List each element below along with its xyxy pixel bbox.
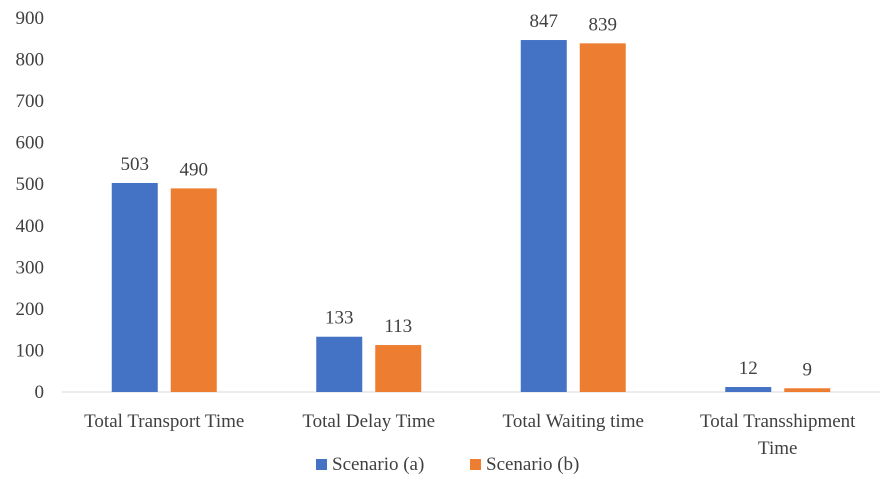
y-tick-label: 0 bbox=[35, 382, 45, 403]
data-label: 133 bbox=[325, 308, 354, 329]
x-tick-label: Total Transshipment bbox=[700, 411, 856, 432]
bar-scenario-a bbox=[111, 182, 158, 392]
legend: Scenario (a) Scenario (b) bbox=[316, 454, 579, 475]
bar-scenario-a bbox=[520, 40, 567, 392]
bar-scenario-a bbox=[725, 387, 772, 392]
y-tick-label: 200 bbox=[16, 299, 45, 320]
x-tick-label: Total Delay Time bbox=[302, 411, 435, 432]
data-label: 113 bbox=[384, 316, 412, 337]
y-tick-label: 800 bbox=[16, 50, 45, 71]
y-axis: 0 100 200 300 400 500 600 700 800 900 bbox=[16, 8, 45, 403]
bar-scenario-b bbox=[579, 43, 626, 393]
x-tick-label: Total Waiting time bbox=[503, 411, 644, 432]
y-tick-label: 700 bbox=[16, 91, 45, 112]
bar-scenario-b bbox=[170, 188, 217, 392]
bar-scenario-b bbox=[375, 345, 422, 392]
bar-scenario-a bbox=[316, 336, 363, 392]
legend-label: Scenario (b) bbox=[486, 454, 579, 475]
bar-scenario-b bbox=[784, 388, 831, 392]
data-label: 490 bbox=[180, 159, 209, 180]
y-tick-label: 900 bbox=[16, 8, 45, 29]
data-label: 12 bbox=[739, 358, 758, 379]
data-label: 839 bbox=[589, 14, 618, 35]
data-labels: 503 490 133 113 847 839 12 9 bbox=[121, 11, 813, 380]
y-tick-label: 600 bbox=[16, 133, 45, 154]
y-tick-label: 300 bbox=[16, 257, 45, 278]
y-tick-label: 100 bbox=[16, 340, 45, 361]
legend-swatch bbox=[470, 459, 481, 470]
x-axis: Total Transport Time Total Delay Time Tota… bbox=[84, 411, 856, 459]
y-tick-label: 500 bbox=[16, 174, 45, 195]
bars bbox=[111, 40, 831, 393]
y-tick-label: 400 bbox=[16, 216, 45, 237]
x-tick-label: Total Transport Time bbox=[84, 411, 244, 432]
data-label: 9 bbox=[803, 359, 813, 380]
data-label: 503 bbox=[121, 154, 150, 175]
legend-label: Scenario (a) bbox=[332, 454, 424, 475]
data-label: 847 bbox=[530, 11, 559, 32]
legend-swatch bbox=[316, 459, 327, 470]
x-tick-label: Time bbox=[758, 438, 797, 459]
